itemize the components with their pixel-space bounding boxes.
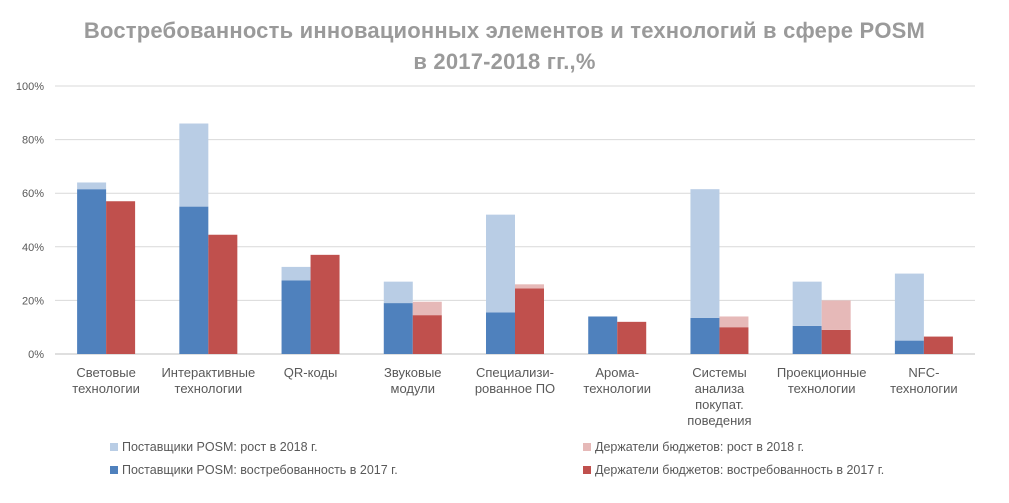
x-tick-label: QR-коды [284,365,338,380]
legend-item: Держатели бюджетов: рост в 2018 г. [583,440,804,454]
budget-growth-bar [515,284,544,289]
suppliers-2017-bar [690,317,720,354]
suppliers-growth-bar [792,281,822,326]
x-tick-label: Световые технологии [72,365,140,396]
y-tick-label: 100% [16,81,44,93]
legend-item: Поставщики POSM: рост в 2018 г. [110,440,318,454]
budget-2017-bar [923,336,953,354]
legend-swatch [110,443,118,451]
budget-2017-bar [821,329,851,354]
y-tick-label: 20% [22,295,44,307]
suppliers-2017-bar [792,325,822,354]
x-tick-label: Интерактивные технологии [161,365,255,396]
budget-2017-bar [412,315,442,354]
x-tick-label: Проекционные технологии [777,365,867,396]
budget-growth-bar [719,316,749,328]
legend-swatch [583,466,591,474]
x-tick-label: NFC-технологии [890,365,958,396]
legend-label: Поставщики POSM: востребованность в 2017… [122,463,398,477]
legend-swatch [110,466,118,474]
y-tick-label: 80% [22,135,44,147]
suppliers-2017-bar [588,316,618,354]
budget-growth-bar [412,301,442,316]
y-tick-label: 40% [22,242,44,254]
suppliers-growth-bar [77,182,107,190]
suppliers-growth-bar [894,273,924,341]
legend-item: Держатели бюджетов: востребованность в 2… [583,463,884,477]
budget-growth-bar [821,300,851,330]
suppliers-2017-bar [894,340,924,354]
suppliers-2017-bar [486,312,515,354]
budget-2017-bar [310,254,340,354]
suppliers-2017-bar [179,206,209,354]
legend-swatch [583,443,591,451]
suppliers-2017-bar [281,280,311,354]
budget-2017-bar [617,321,647,354]
suppliers-growth-bar [281,266,311,281]
chart-subtitle: в 2017-2018 гг.,% [413,49,596,74]
suppliers-growth-bar [179,123,209,207]
x-tick-label: Звуковые модули [384,365,442,396]
suppliers-growth-bar [690,189,720,318]
suppliers-2017-bar [383,303,413,354]
chart-title: Востребованность инновационных элементов… [83,18,926,43]
budget-2017-bar [515,288,544,354]
legend-label: Поставщики POSM: рост в 2018 г. [122,440,318,454]
budget-2017-bar [719,327,749,354]
y-tick-label: 0% [28,349,44,361]
x-tick-label: Системы анализа покупат. поведения [687,365,751,428]
legend-label: Держатели бюджетов: востребованность в 2… [595,463,885,477]
budget-2017-bar [106,201,136,354]
suppliers-2017-bar [77,189,107,354]
legend-label: Держатели бюджетов: рост в 2018 г. [595,440,805,454]
y-tick-label: 60% [22,188,44,200]
legend-item: Поставщики POSM: востребованность в 2017… [110,463,398,477]
x-tick-label: Арома-технологии [583,365,651,396]
budget-2017-bar [208,234,238,354]
suppliers-growth-bar [383,281,413,304]
suppliers-growth-bar [486,214,515,313]
x-tick-label: Специализи-рованное ПО [475,365,555,396]
